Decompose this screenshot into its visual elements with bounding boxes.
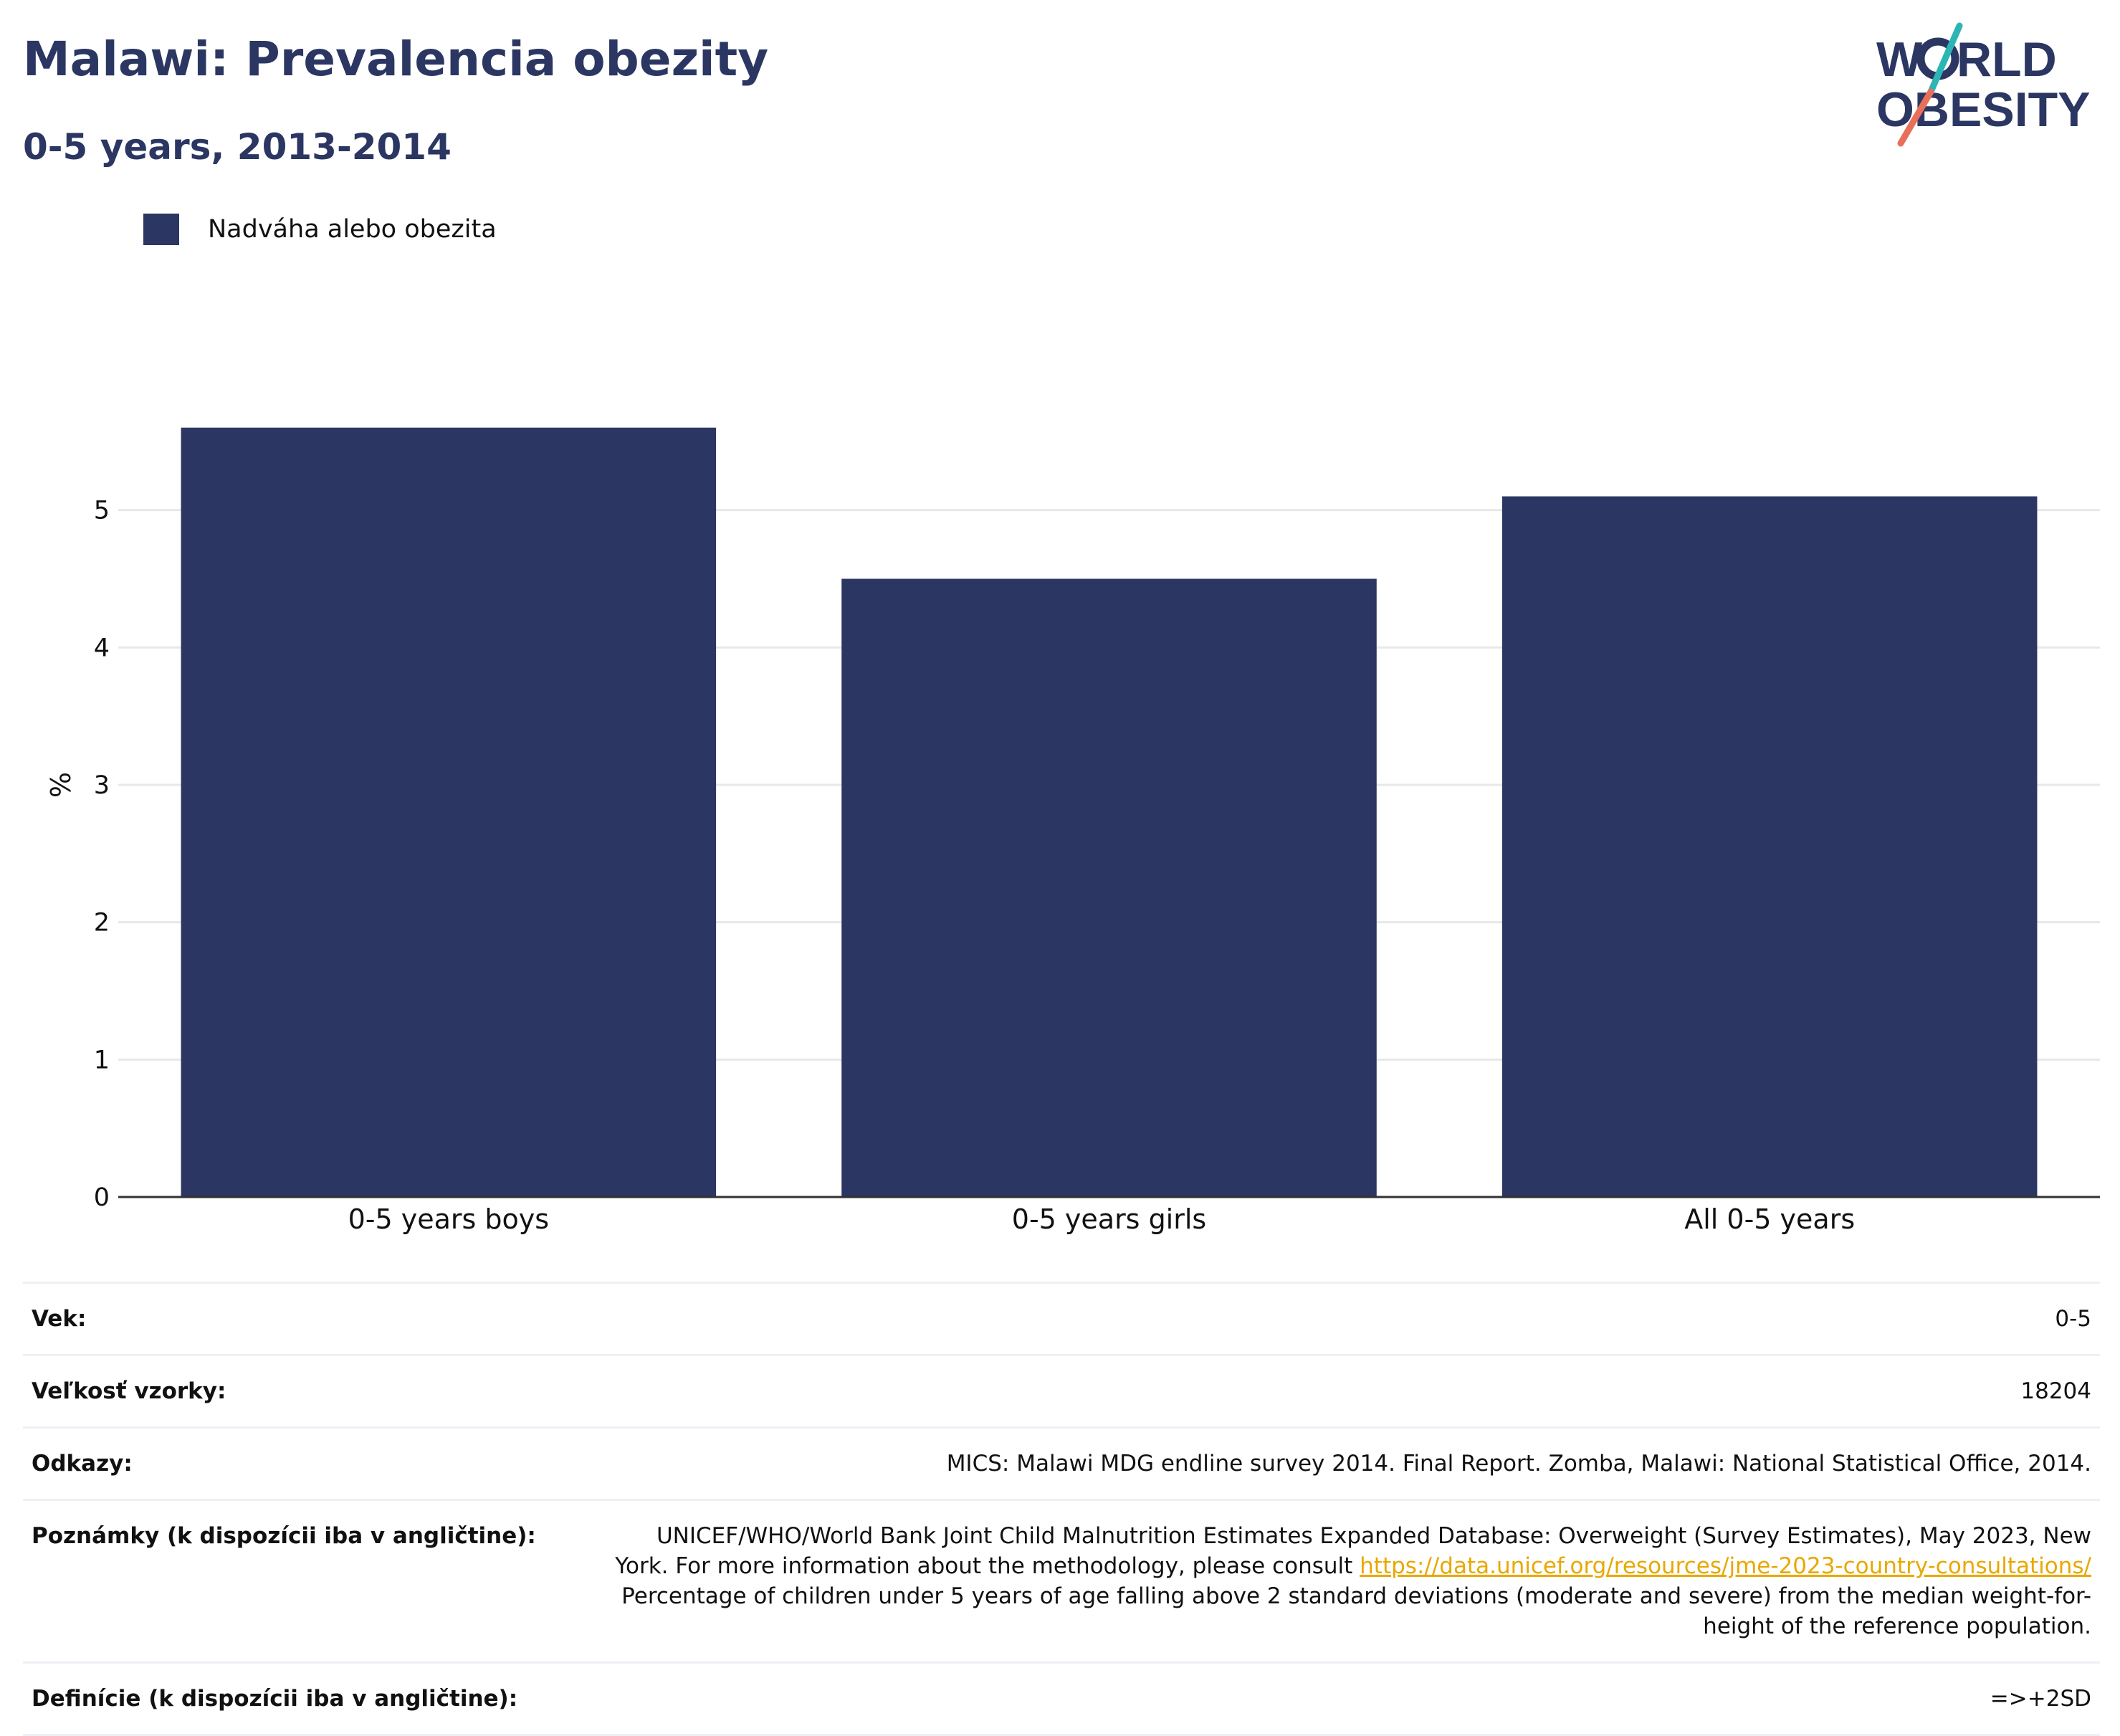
age-value: 0-5 — [2055, 1306, 2091, 1332]
info-row-notes: Poznámky (k dispozícii iba v angličtine)… — [23, 1499, 2100, 1661]
svg-text:W: W — [1876, 32, 1923, 87]
chart-title: Malawi: Prevalencia obezity — [23, 32, 769, 87]
age-label: Vek: — [32, 1306, 87, 1332]
notes-label: Poznámky (k dispozícii iba v angličtine)… — [32, 1523, 536, 1549]
chart-subtitle: 0-5 years, 2013-2014 — [23, 126, 452, 168]
info-row-definitions: Definície (k dispozícii iba v angličtine… — [23, 1661, 2100, 1736]
chart-legend: Nadváha alebo obezita — [143, 214, 497, 245]
y-tick-label: 5 — [94, 497, 110, 525]
y-tick-label: 2 — [94, 909, 110, 938]
references-value: MICS: Malawi MDG endline survey 2014. Fi… — [946, 1451, 2091, 1477]
y-tick-label: 3 — [94, 771, 110, 800]
legend-label: Nadváha alebo obezita — [208, 215, 497, 244]
sample-size-value: 18204 — [2020, 1378, 2091, 1404]
bar — [841, 578, 1377, 1197]
bar-chart: 0 1 2 3 4 5 0-5 years boys 0-5 years girls All 0… — [44, 427, 2100, 1235]
y-tick-label: 1 — [94, 1046, 110, 1074]
x-tick-label: 0-5 years girls — [1012, 1203, 1206, 1235]
bar — [181, 427, 717, 1197]
methodology-link[interactable]: https://data.unicef.org/resources/jme-20… — [1360, 1553, 2091, 1579]
references-label: Odkazy: — [32, 1451, 133, 1477]
info-row-sample: Veľkosť vzorky: 18204 — [23, 1354, 2100, 1426]
y-axis-label: % — [44, 772, 75, 798]
notes-value: UNICEF/WHO/World Bank Joint Child Malnut… — [601, 1521, 2091, 1641]
info-row-age: Vek: 0-5 — [23, 1282, 2100, 1354]
svg-text:RLD: RLD — [1957, 32, 2057, 87]
info-table: Vek: 0-5 Veľkosť vzorky: 18204 Odkazy: M… — [23, 1282, 2100, 1736]
sample-size-label: Veľkosť vzorky: — [32, 1378, 226, 1404]
x-tick-label: All 0-5 years — [1684, 1203, 1855, 1235]
notes-text: UNICEF/WHO/World Bank Joint Child Malnut… — [615, 1523, 2091, 1579]
definitions-value: =>+2SD — [1990, 1686, 2091, 1712]
y-tick-label: 0 — [94, 1183, 110, 1212]
info-row-references: Odkazy: MICS: Malawi MDG endline survey … — [23, 1426, 2100, 1499]
legend-swatch — [143, 214, 179, 245]
world-obesity-logo: W RLD OBESITY — [1876, 22, 2091, 147]
x-tick-label: 0-5 years boys — [348, 1203, 549, 1235]
definitions-label: Definície (k dispozícii iba v angličtine… — [32, 1686, 518, 1712]
y-tick-label: 4 — [94, 634, 110, 662]
bar — [1501, 496, 2038, 1197]
notes-text-cont: Percentage of children under 5 years of … — [621, 1583, 2091, 1639]
